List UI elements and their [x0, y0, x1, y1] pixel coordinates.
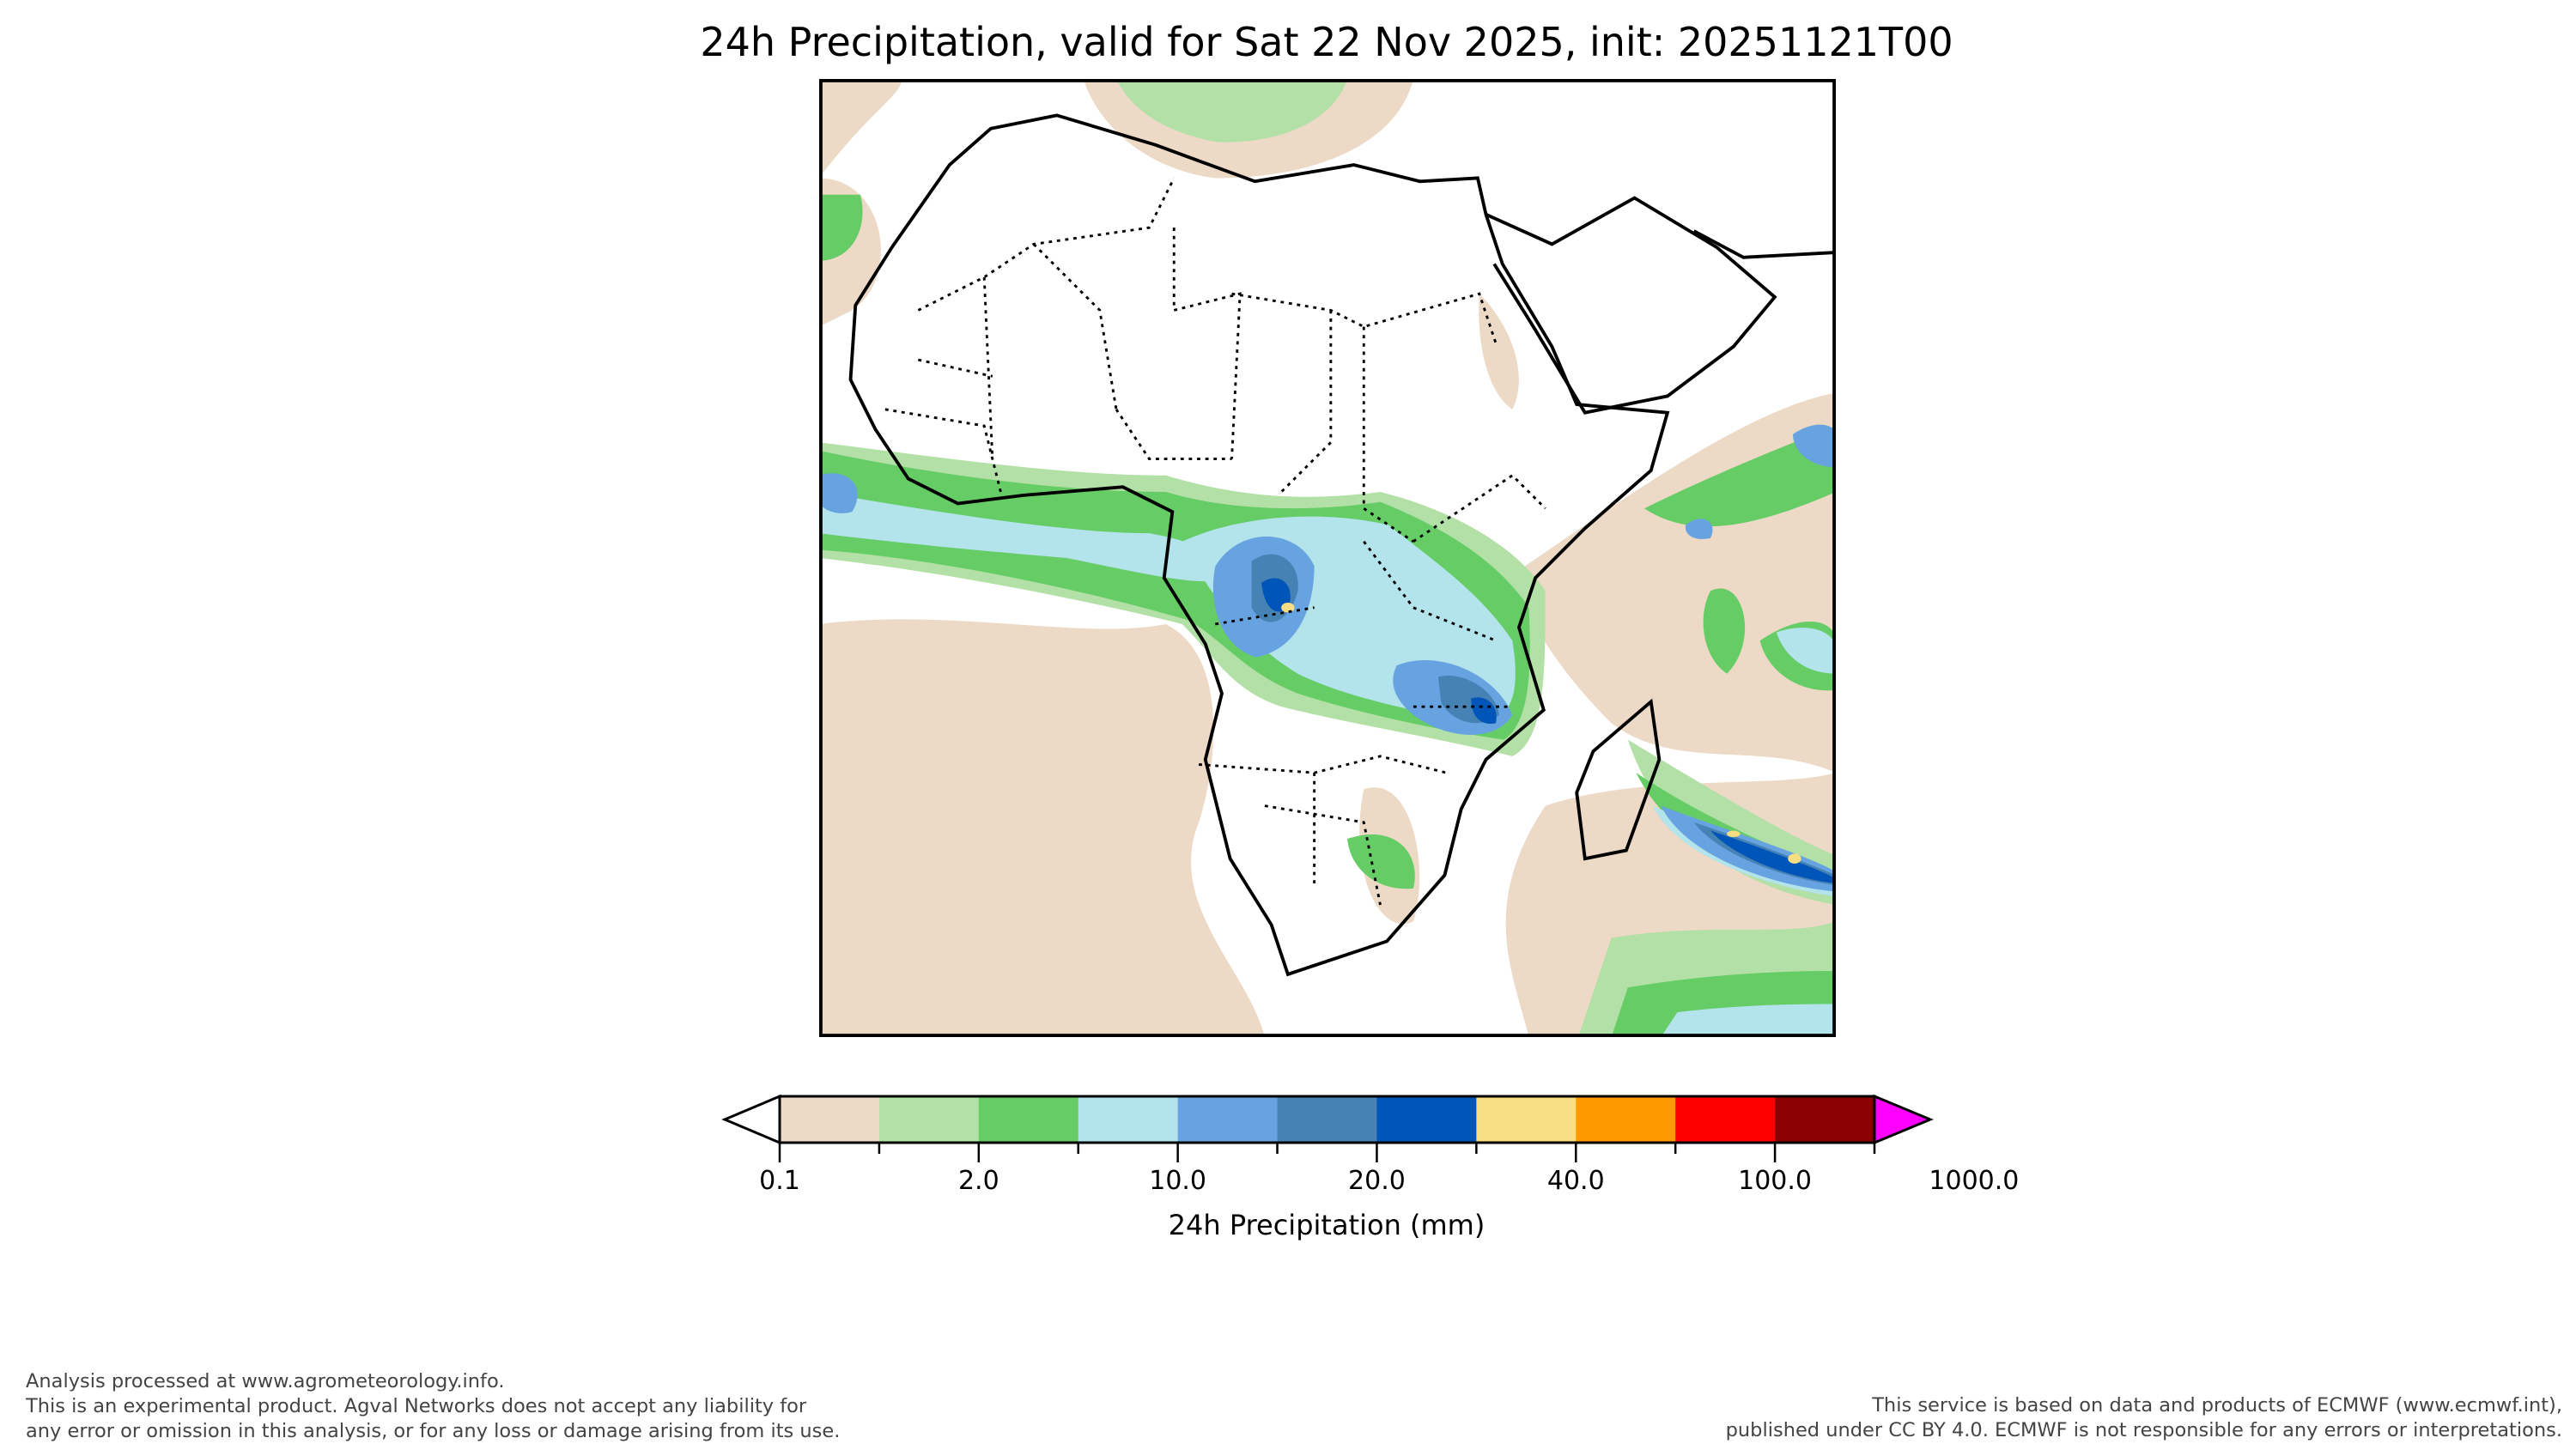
- colorbar-tick-label: 1000.0: [1929, 1166, 2020, 1196]
- colorbar-cell: [1376, 1096, 1477, 1143]
- precip-dark-blue: [1261, 578, 1836, 884]
- colorbar-cell: [1775, 1096, 1875, 1143]
- colorbar-tick-label: 100.0: [1738, 1166, 1813, 1196]
- footer-line: any error or omission in this analysis, …: [26, 1420, 841, 1442]
- footer-attribution: This service is based on data and produc…: [1726, 1393, 2562, 1443]
- colorbar-extend-low: [721, 1094, 781, 1145]
- precip-yellow: [1281, 602, 1801, 864]
- colorbar-tick-label: 0.1: [759, 1166, 800, 1196]
- colorbar-tick-label: 2.0: [957, 1166, 999, 1196]
- coastline: [848, 113, 1836, 977]
- colorbar-cell: [878, 1096, 980, 1143]
- colorbar-cell: [978, 1096, 1079, 1143]
- colorbar-tick-label: 20.0: [1348, 1166, 1406, 1196]
- colorbar-cell: [1675, 1096, 1776, 1143]
- colorbar-label: 24h Precipitation (mm): [1168, 1209, 1485, 1241]
- chart-title: 24h Precipitation, valid for Sat 22 Nov …: [700, 19, 1953, 65]
- colorbar-cell: [1277, 1096, 1377, 1143]
- colorbar-extend-high: [1873, 1094, 1934, 1145]
- footer-line: This is an experimental product. Agval N…: [26, 1395, 807, 1417]
- colorbar-tick-label: 40.0: [1546, 1166, 1605, 1196]
- colorbar-cell: [1476, 1096, 1577, 1143]
- footer-line: Analysis processed at www.agrometeorolog…: [26, 1370, 505, 1392]
- country-borders: [884, 177, 1546, 906]
- colorbar-cell: [1078, 1096, 1179, 1143]
- colorbar-cell: [1177, 1096, 1279, 1143]
- colorbar-cell: [1576, 1096, 1676, 1143]
- precipitation-map: [819, 79, 1836, 1037]
- colorbar: [721, 1094, 1934, 1162]
- colorbar-tick-label: 10.0: [1149, 1166, 1207, 1196]
- colorbar-cell: [780, 1096, 880, 1143]
- footer-disclaimer: Analysis processed at www.agrometeorolog…: [26, 1369, 840, 1444]
- footer-line: This service is based on data and produc…: [1872, 1394, 2562, 1417]
- footer-line: published under CC BY 4.0. ECMWF is not …: [1725, 1419, 2562, 1441]
